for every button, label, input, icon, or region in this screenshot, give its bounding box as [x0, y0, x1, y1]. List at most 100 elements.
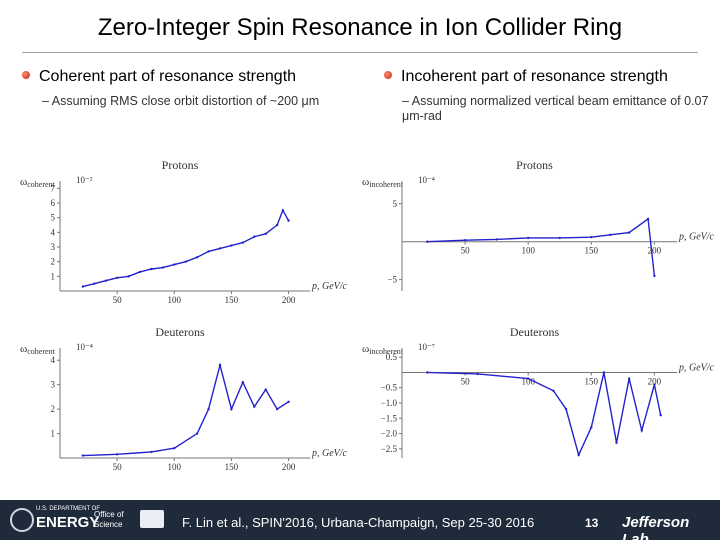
page-number: 13	[585, 516, 599, 530]
data-point	[659, 414, 662, 417]
data-point	[150, 450, 153, 454]
chart-ylabel: ωcoherent	[20, 176, 56, 189]
data-point	[558, 236, 561, 240]
chart-scale-label: 10⁻⁷	[418, 342, 435, 352]
left-sub-text: Assuming RMS close orbit distortion of ~…	[51, 94, 320, 108]
chart-ylabel-subscript: incoherent	[369, 180, 404, 189]
y-tick-label: 5	[393, 199, 398, 209]
data-point	[115, 453, 119, 456]
chart-svg: Protons ωcoherent 10⁻² 50 100 150 200 1 2 3 4 5 6 7 p,…	[20, 158, 348, 305]
doe-seal-icon	[10, 508, 34, 532]
series-line	[82, 208, 290, 288]
data-point	[526, 236, 530, 240]
protons-incoherent-chart: Protons ωincoherent 10⁻⁴ 50 100 150 200 5 −5 p, G…	[360, 155, 715, 305]
footer-citation: F. Lin et al., SPIN'2016, Urbana-Champai…	[182, 515, 535, 530]
energy-logo: ENERGY	[36, 514, 100, 531]
y-tick-label: 4	[51, 355, 56, 365]
y-tick-label: 5	[51, 213, 56, 223]
data-point	[627, 377, 631, 380]
chart-scale-label: 10⁻²	[76, 175, 93, 185]
data-point	[653, 383, 656, 386]
right-bullet-text: Incoherent part of resonance strength	[401, 68, 668, 85]
y-tick-label: 7	[51, 183, 56, 193]
data-point	[253, 235, 256, 238]
data-point	[230, 244, 233, 247]
data-point	[138, 270, 142, 274]
data-point	[230, 407, 233, 411]
data-point	[526, 377, 530, 380]
data-point	[218, 363, 222, 367]
x-tick-label: 50	[461, 246, 471, 256]
protons-coherent-chart: Protons ωcoherent 10⁻² 50 100 150 200 1 2 3 4 5 6 7 p,…	[18, 155, 348, 305]
right-subpoint: – Assuming normalized vertical beam emit…	[402, 94, 712, 124]
x-tick-label: 200	[282, 462, 296, 472]
chart-svg: Deuterons ωincoherent 10⁻⁷ 50 100 150 200 0.5 −0…	[362, 325, 715, 458]
chart-ylabel-subscript: coherent	[27, 180, 55, 189]
data-point	[463, 238, 467, 242]
data-point	[275, 407, 279, 411]
data-point	[173, 447, 176, 450]
chart-ylabel: ωincoherent	[362, 176, 404, 189]
left-bullet-text: Coherent part of resonance strength	[39, 68, 297, 85]
series-line	[82, 362, 289, 457]
dash-marker: –	[42, 94, 52, 108]
chart-ylabel-subscript: coherent	[27, 347, 55, 356]
chart-svg: Protons ωincoherent 10⁻⁴ 50 100 150 200 5 −5 p, G…	[362, 158, 715, 291]
x-tick-label: 200	[282, 295, 296, 305]
data-point	[281, 209, 285, 212]
y-tick-label: 2	[51, 257, 56, 267]
y-tick-label: 1	[51, 429, 56, 439]
chart-xlabel: p, GeV/c	[678, 232, 715, 243]
left-subpoint: – Assuming RMS close orbit distortion of…	[42, 94, 342, 109]
data-point	[264, 388, 267, 391]
chart-xlabel: p, GeV/c	[311, 448, 348, 459]
data-point	[476, 372, 479, 376]
x-tick-label: 150	[225, 462, 239, 472]
jsa-logo-icon	[140, 510, 164, 528]
y-tick-label: 6	[51, 198, 56, 208]
x-tick-label: 150	[225, 295, 239, 305]
jefferson-lab-logo: Jefferson Lab	[622, 514, 690, 548]
chart-svg: Deuterons ωcoherent 10⁻⁴ 50 100 150 200 1 2 3 4 p, …	[20, 325, 348, 472]
data-point	[207, 250, 210, 253]
data-point	[81, 454, 85, 457]
data-point	[241, 241, 245, 244]
chart-title: Protons	[162, 158, 199, 172]
x-tick-label: 100	[168, 295, 182, 305]
data-point	[552, 389, 555, 392]
right-bullet: Incoherent part of resonance strength	[384, 68, 668, 86]
y-tick-label: −2.5	[381, 444, 398, 454]
slide-title: Zero-Integer Spin Resonance in Ion Colli…	[97, 14, 623, 41]
y-tick-label: −5	[387, 275, 397, 285]
y-tick-label: 1	[51, 271, 56, 281]
data-point	[150, 267, 153, 271]
data-point	[615, 441, 618, 444]
chart-title: Deuterons	[155, 325, 205, 339]
deuterons-incoherent-chart: Deuterons ωincoherent 10⁻⁷ 50 100 150 200 0.5 −0…	[360, 322, 715, 472]
chart-xlabel: p, GeV/c	[311, 281, 348, 292]
data-point	[590, 235, 593, 239]
y-tick-label: 4	[51, 227, 56, 237]
data-point	[241, 381, 245, 384]
chart-title: Deuterons	[510, 325, 560, 339]
data-point	[207, 407, 210, 411]
data-point	[287, 219, 290, 222]
x-tick-label: 100	[521, 376, 535, 386]
x-tick-label: 50	[461, 376, 471, 386]
data-point	[195, 256, 199, 259]
title-divider	[22, 52, 698, 53]
series-line	[427, 217, 656, 276]
deuterons-coherent-chart: Deuterons ωcoherent 10⁻⁴ 50 100 150 200 1 2 3 4 p, …	[18, 322, 348, 472]
data-point	[590, 426, 593, 429]
y-tick-label: −0.5	[381, 383, 398, 393]
bullet-icon	[22, 70, 30, 79]
chart-title: Protons	[516, 158, 553, 172]
data-point	[577, 453, 580, 457]
x-tick-label: 200	[648, 376, 662, 386]
data-point	[93, 282, 96, 285]
doe-small-text: U.S. DEPARTMENT OF	[36, 506, 101, 512]
data-point	[609, 233, 612, 237]
y-tick-label: −1.5	[381, 413, 398, 423]
y-tick-label: 3	[51, 380, 56, 390]
chart-xlabel: p, GeV/c	[678, 362, 715, 373]
